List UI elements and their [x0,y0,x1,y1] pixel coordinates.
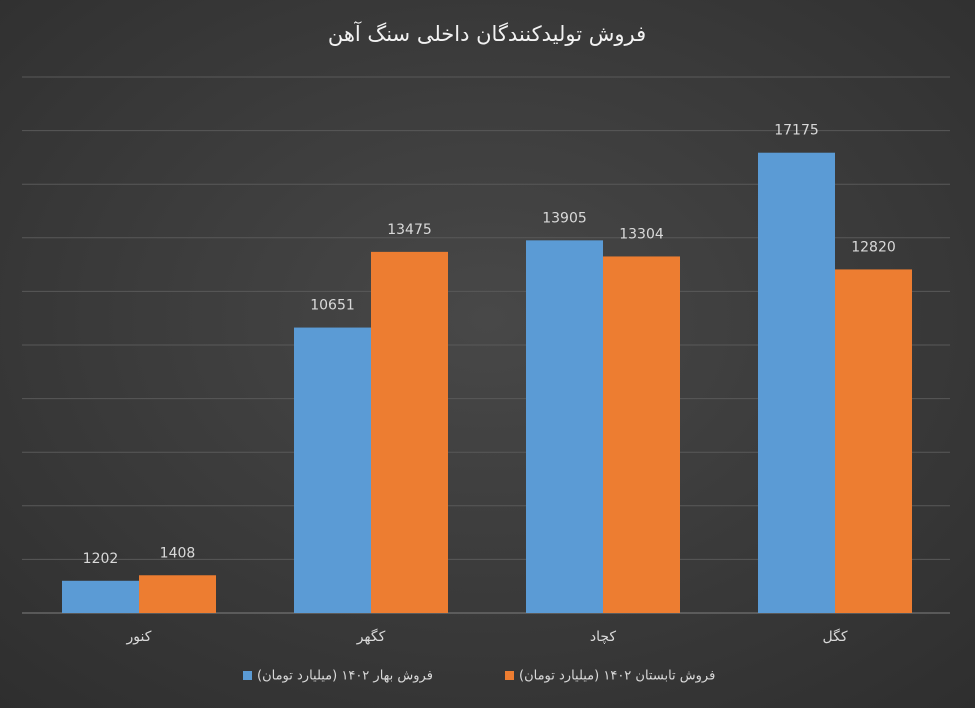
data-label: 1408 [160,545,196,561]
bar [294,327,371,613]
bar [139,575,216,613]
bar [371,251,448,613]
bar [62,580,139,613]
legend-swatch [243,671,252,680]
legend-swatch [505,671,514,680]
data-label: 13304 [619,226,664,242]
bar [758,152,835,613]
data-label: 13475 [387,222,432,238]
chart-title: فروش تولیدکنندگان داخلی سنگ آهن [328,21,646,46]
x-tick-label: کچاد [590,629,617,645]
bar [603,256,680,613]
data-label: 12820 [851,239,896,255]
data-label: 10651 [310,298,355,314]
x-tick-label: کگل [823,628,848,645]
x-tick-label: کگهر [356,628,386,645]
legend-label: فروش تابستان ۱۴۰۲ (میلیارد تومان) [519,669,715,684]
bar [835,269,912,613]
data-label: 17175 [774,123,819,139]
bar [526,240,603,613]
x-tick-label: کنور [126,629,152,645]
data-label: 13905 [542,210,587,226]
legend-label: فروش بهار ۱۴۰۲ (میلیارد تومان) [257,669,433,684]
data-label: 1202 [83,551,119,567]
